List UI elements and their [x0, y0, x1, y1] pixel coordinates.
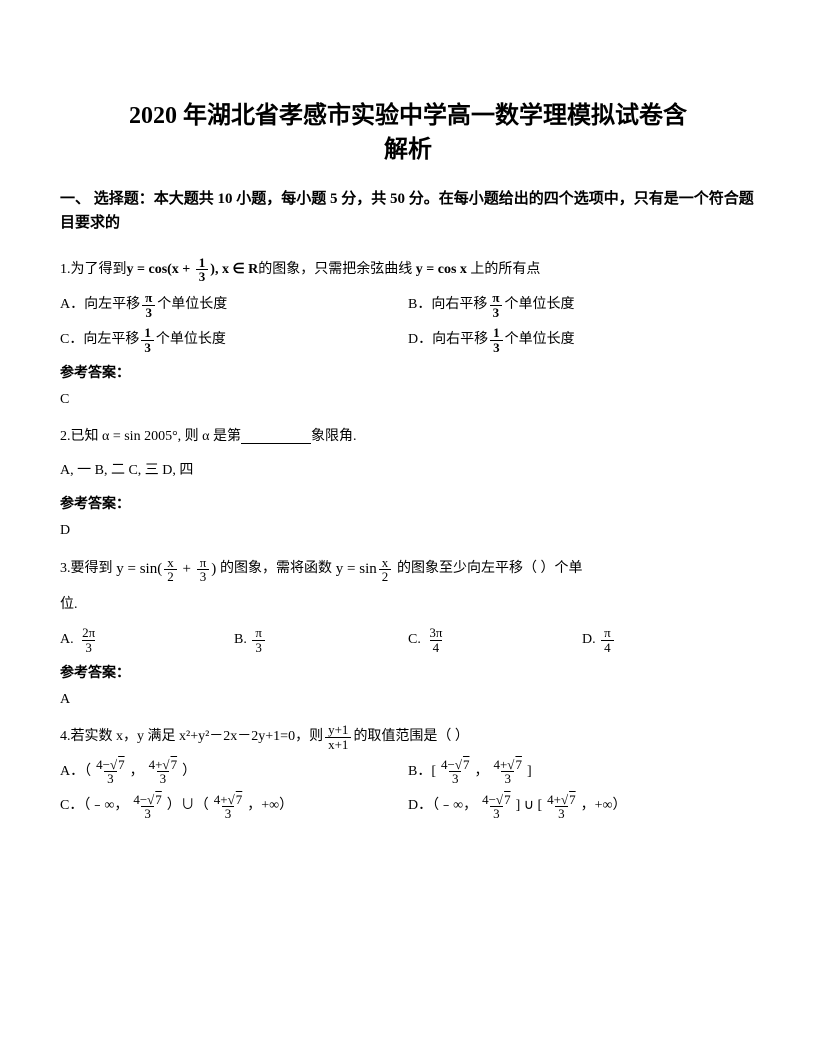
q4-opt-d: D．（﹣∞， 4−√73 ] ∪ [ 4+√73 ，+∞）	[408, 791, 756, 822]
three-pi-4-icon: 3π4	[426, 626, 445, 654]
q1-opt-a: A．向左平移 π3 个单位长度	[60, 290, 408, 321]
q4-d-mid2: ，+∞）	[581, 791, 627, 822]
frac-4minus-icon: 4−√73	[479, 793, 513, 821]
pi-3-icon: π3	[142, 291, 155, 319]
q4-c-pre: C．（﹣∞，	[60, 791, 128, 822]
frac-4minus-icon: 4−√73	[93, 758, 127, 786]
q4-opts-row1: A．（ 4−√73 ， 4+√73 ） B．[ 4−√73 ， 4+√73 ]	[60, 757, 756, 788]
q4-c-mid1: ）∪（	[167, 791, 209, 822]
answer-label: 参考答案：	[60, 362, 756, 382]
q1-eq1: y = cos(x + 13), x ∈ R	[127, 255, 259, 286]
q4-opt-c: C．（﹣∞， 4−√73 ）∪（ 4+√73 ，+∞）	[60, 791, 408, 822]
q3-opts-row: A. 2π3 B. π3 C. 3π4 D. π4	[60, 625, 756, 656]
answer-label: 参考答案：	[60, 493, 756, 513]
frac-4plus-icon: 4+√73	[544, 793, 578, 821]
question-3: 3. 要得到 y = sin(x2 + π3) 的图象，需将函数 y = sin…	[60, 553, 756, 586]
q3-c-label: C.	[408, 625, 421, 656]
q1-c-post: 个单位长度	[156, 325, 226, 356]
one-third-icon: 13	[141, 326, 154, 354]
q1-opt-b: B．向右平移 π3 个单位长度	[408, 290, 756, 321]
q1-opts-row1: A．向左平移 π3 个单位长度 B．向右平移 π3 个单位长度	[60, 290, 756, 321]
q2-number: 2.	[60, 422, 71, 453]
q1-c-label: C．向左平移	[60, 325, 139, 356]
q1-a-post: 个单位长度	[157, 290, 227, 321]
q3-opt-c: C. 3π4	[408, 625, 582, 656]
q4-c-mid2: ，+∞）	[247, 791, 293, 822]
q3-answer: A	[60, 692, 756, 708]
q2-answer: D	[60, 523, 756, 539]
q3-post1: 的图象至少向左平移（ ）个单	[397, 554, 583, 585]
q3-b-label: B.	[234, 625, 247, 656]
q3-pre: 要得到	[71, 554, 113, 585]
q3-mid: 的图象，需将函数	[220, 554, 332, 585]
q1-mid: 的图象，只需把余弦曲线	[258, 255, 412, 286]
q1-number: 1.	[60, 255, 71, 286]
q4-b-post: ]	[527, 757, 532, 788]
q4-pre: 若实数 x，y 满足 x²+y²－2x－2y+1=0，则	[71, 722, 324, 753]
q4-frac-icon: y+1x+1	[325, 723, 351, 751]
two-pi-3-icon: 2π3	[79, 626, 98, 654]
q1-eq2: y = cos x	[412, 255, 470, 286]
q4-post: 的取值范围是（ ）	[353, 722, 469, 753]
pi-4-icon: π4	[601, 626, 614, 654]
q3-post2-line: 位.	[60, 590, 756, 621]
pi-3-icon: π3	[252, 626, 265, 654]
q4-opts-row2: C．（﹣∞， 4−√73 ）∪（ 4+√73 ，+∞） D．（﹣∞， 4−√73…	[60, 791, 756, 822]
pi-3-icon: π3	[489, 291, 502, 319]
title-line-1: 2020 年湖北省孝感市实验中学高一数学理模拟试卷含	[129, 103, 687, 129]
frac-4minus-icon: 4−√73	[130, 793, 164, 821]
q2-opts: A, 一 B, 二 C, 三 D, 四	[60, 456, 756, 487]
q3-opt-b: B. π3	[234, 625, 408, 656]
q2-post2: 象限角.	[311, 422, 357, 453]
q3-opt-d: D. π4	[582, 625, 756, 656]
q1-opt-d: D．向右平移 13 个单位长度	[408, 325, 756, 356]
frac-4minus-icon: 4−√73	[438, 758, 472, 786]
q4-opt-a: A．（ 4−√73 ， 4+√73 ）	[60, 757, 408, 788]
q1-pre: 为了得到	[71, 255, 127, 286]
one-third-icon: 13	[490, 326, 503, 354]
q4-b-mid: ，	[474, 757, 488, 788]
q2-alpha: α	[199, 422, 213, 453]
page-title: 2020 年湖北省孝感市实验中学高一数学理模拟试卷含 解析	[60, 100, 756, 167]
frac-4plus-icon: 4+√73	[146, 758, 180, 786]
q3-d-label: D.	[582, 625, 596, 656]
question-4: 4. 若实数 x，y 满足 x²+y²－2x－2y+1=0，则 y+1x+1 的…	[60, 722, 756, 753]
exam-page: 2020 年湖北省孝感市实验中学高一数学理模拟试卷含 解析 一、 选择题：本大题…	[0, 0, 816, 1056]
frac-4plus-icon: 4+√73	[490, 758, 524, 786]
q4-d-mid1: ] ∪ [	[516, 791, 543, 822]
question-2: 2. 已知 α = sin 2005° , 则 α 是第 象限角.	[60, 422, 756, 453]
q4-a-pre: A．（	[60, 757, 91, 788]
frac-4plus-icon: 4+√73	[211, 793, 245, 821]
q3-a-label: A.	[60, 625, 74, 656]
q1-opt-c: C．向左平移 13 个单位长度	[60, 325, 408, 356]
q4-b-pre: B．[	[408, 757, 436, 788]
q1-b-post: 个单位长度	[504, 290, 574, 321]
title-line-2: 解析	[384, 137, 432, 163]
q3-opt-a: A. 2π3	[60, 625, 234, 656]
q3-eq2: y = sinx2	[332, 553, 397, 586]
q4-a-post: ）	[182, 757, 196, 788]
q1-opts-row2: C．向左平移 13 个单位长度 D．向右平移 13 个单位长度	[60, 325, 756, 356]
q4-d-pre: D．（﹣∞，	[408, 791, 477, 822]
q4-a-mid: ，	[130, 757, 144, 788]
q2-mid: , 则	[178, 422, 199, 453]
answer-label: 参考答案：	[60, 662, 756, 682]
q4-opt-b: B．[ 4−√73 ， 4+√73 ]	[408, 757, 756, 788]
section-description: 一、 选择题：本大题共 10 小题，每小题 5 分，共 50 分。在每小题给出的…	[60, 187, 756, 235]
q2-post: 是第	[213, 422, 241, 453]
question-1: 1. 为了得到 y = cos(x + 13), x ∈ R 的图象，只需把余弦…	[60, 255, 756, 286]
q1-d-label: D．向右平移	[408, 325, 488, 356]
q1-answer: C	[60, 392, 756, 408]
q2-eq: α = sin 2005°	[99, 422, 178, 453]
q2-pre: 已知	[71, 422, 99, 453]
q3-number: 3.	[60, 554, 71, 585]
q3-eq1: y = sin(x2 + π3)	[113, 553, 221, 586]
q1-a-label: A．向左平移	[60, 290, 140, 321]
q1-d-post: 个单位长度	[505, 325, 575, 356]
blank-line	[241, 429, 311, 444]
q1-post: 上的所有点	[470, 255, 540, 286]
q4-number: 4.	[60, 722, 71, 753]
q1-b-label: B．向右平移	[408, 290, 487, 321]
